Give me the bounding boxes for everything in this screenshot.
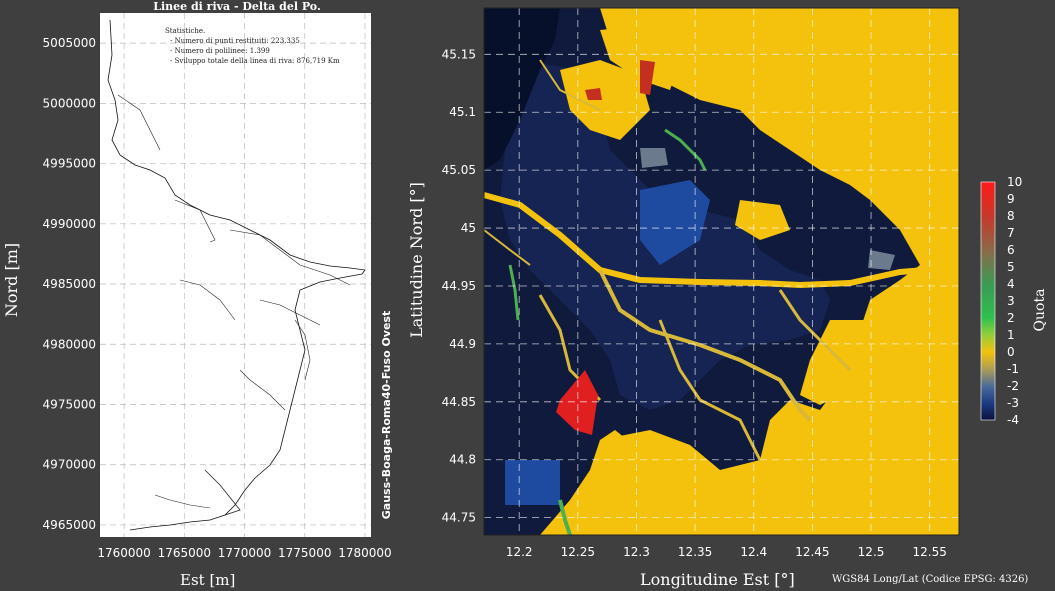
lagoon-2 [505, 460, 560, 505]
right-x-axis-label: Longitudine Est [°] [640, 570, 795, 589]
right-y-tick-label: 44.95 [442, 279, 476, 293]
red-high-area-3 [585, 88, 602, 100]
right-y-tick-label: 45.05 [442, 163, 476, 177]
left-x-tick-label: 1760000 [97, 546, 150, 560]
green-fringe-1 [664, 128, 707, 171]
left-chart-title: Linee di riva - Delta del Po. [153, 0, 321, 13]
river-branch-3 [778, 289, 852, 372]
colorbar-tick-label: -2 [1007, 379, 1019, 393]
right-plot-frame [483, 7, 960, 536]
statistics-box: Statistiche. - Numero di punti restituit… [165, 26, 340, 66]
right-x-tick-labels: 12.2 12.25 12.3 12.35 12.4 12.45 12.5 12.55 [506, 545, 947, 559]
colorbar-tick-label: 1 [1007, 328, 1015, 342]
left-y-tick-label: 4985000 [43, 277, 96, 291]
left-x-axis-label: Est [m] [180, 571, 236, 589]
right-x-tick-label: 12.55 [912, 545, 946, 559]
colorbar-tick-label: 6 [1007, 243, 1015, 257]
green-fringe-2 [508, 264, 520, 321]
colorbar-tick-label: -3 [1007, 396, 1019, 410]
svg-text:Nord [m]: Nord [m] [2, 243, 21, 317]
colorbar-tick-label: 4 [1007, 277, 1015, 291]
statistics-title: Statistiche. [165, 27, 206, 35]
colorbar-tick-label: 3 [1007, 294, 1015, 308]
right-x-tick-label: 12.3 [623, 545, 650, 559]
right-y-tick-label: 44.75 [442, 511, 476, 525]
right-x-tick-label: 12.4 [740, 545, 767, 559]
left-y-tick-label: 5000000 [43, 96, 96, 110]
river-branch-1 [598, 269, 812, 422]
right-y-axis-label: Latitudine Nord [°] [407, 182, 426, 338]
po-river-main [483, 192, 926, 289]
colorbar-tick-label: 8 [1007, 209, 1015, 223]
river-branch-6 [539, 59, 601, 111]
right-x-tick-label: 12.25 [561, 545, 595, 559]
left-x-tick-label: 1780000 [338, 546, 391, 560]
right-y-tick-label: 45.15 [442, 47, 476, 61]
right-y-tick-label: 44.8 [449, 453, 476, 467]
crs-label: Gauss-Boaga-Roma40-Fuso Ovest [380, 311, 393, 519]
left-y-tick-labels: 5005000 5000000 4995000 4990000 4985000 49800… [43, 36, 96, 532]
svg-text:Latitudine Nord [°]: Latitudine Nord [°] [407, 182, 426, 338]
right-y-tick-label: 44.9 [449, 337, 476, 351]
left-x-tick-label: 1765000 [158, 546, 211, 560]
right-y-tick-label: 45.1 [449, 105, 476, 119]
red-high-area-2 [640, 60, 655, 95]
grey-patch-2 [868, 250, 895, 270]
stat-polylines: - Numero di polilinee: 1.399 [170, 47, 270, 55]
colorbar-tick-label: 7 [1007, 226, 1015, 240]
left-y-tick-label: 4990000 [43, 217, 96, 231]
right-x-tick-label: 12.35 [678, 545, 712, 559]
left-y-tick-label: 4980000 [43, 337, 96, 351]
north-dark-area [484, 8, 560, 170]
left-y-tick-label: 4970000 [43, 458, 96, 472]
right-y-tick-label: 45 [461, 221, 476, 235]
inner-land-1 [560, 60, 650, 140]
left-x-tick-labels: 1760000 1765000 1770000 1775000 1780000 [97, 546, 391, 560]
inner-land-2 [600, 25, 680, 90]
colorbar-tick-label: 5 [1007, 260, 1015, 274]
stat-points: - Numero di punti restituiti: 223.335 [170, 37, 300, 45]
svg-text:Gauss-Boaga-Roma40-Fuso Ovest: Gauss-Boaga-Roma40-Fuso Ovest [380, 311, 393, 519]
left-y-tick-label: 5005000 [43, 36, 96, 50]
left-y-tick-label: 4995000 [43, 157, 96, 171]
right-x-tick-label: 12.2 [506, 545, 533, 559]
colorbar-label: Quota [1032, 289, 1048, 332]
lagoon-1 [640, 180, 710, 265]
right-y-tick-label: 44.85 [442, 395, 476, 409]
green-fringe-3 [558, 499, 572, 536]
grey-patch-1 [640, 148, 668, 168]
colorbar [980, 181, 996, 421]
inner-land-3 [735, 200, 790, 240]
right-x-tick-label: 12.5 [858, 545, 885, 559]
river-branch-5 [483, 229, 531, 266]
left-y-tick-label: 4965000 [43, 518, 96, 532]
right-y-tick-labels: 45.15 45.1 45.05 45 44.95 44.9 44.85 44.8 44.75 [442, 47, 476, 524]
red-high-area [556, 370, 598, 435]
elevation-map [483, 8, 959, 536]
shoreline-polylines [107, 19, 366, 531]
svg-text:Quota: Quota [1032, 289, 1048, 332]
left-y-axis-label: Nord [m] [2, 243, 21, 317]
colorbar-tick-label: 2 [1007, 311, 1015, 325]
left-x-tick-label: 1775000 [278, 546, 331, 560]
colorbar-tick-label: 0 [1007, 345, 1015, 359]
colorbar-tick-label: -4 [1007, 413, 1019, 427]
left-y-tick-label: 4975000 [43, 397, 96, 411]
colorbar-tick-label: 9 [1007, 192, 1015, 206]
right-x-tick-label: 12.45 [795, 545, 829, 559]
right-grid [484, 8, 959, 535]
colorbar-tick-label: 10 [1007, 175, 1022, 189]
left-plot-area [100, 13, 371, 537]
stat-length: - Sviluppo totale della linea di riva: 8… [170, 57, 340, 65]
left-x-tick-label: 1770000 [218, 546, 271, 560]
crs-note: WGS84 Long/Lat (Codice EPSG: 4326) [832, 574, 1029, 585]
river-branch-2 [658, 319, 762, 461]
left-grid [100, 13, 371, 537]
southern-land [570, 430, 740, 535]
colorbar-tick-label: -1 [1007, 362, 1019, 376]
